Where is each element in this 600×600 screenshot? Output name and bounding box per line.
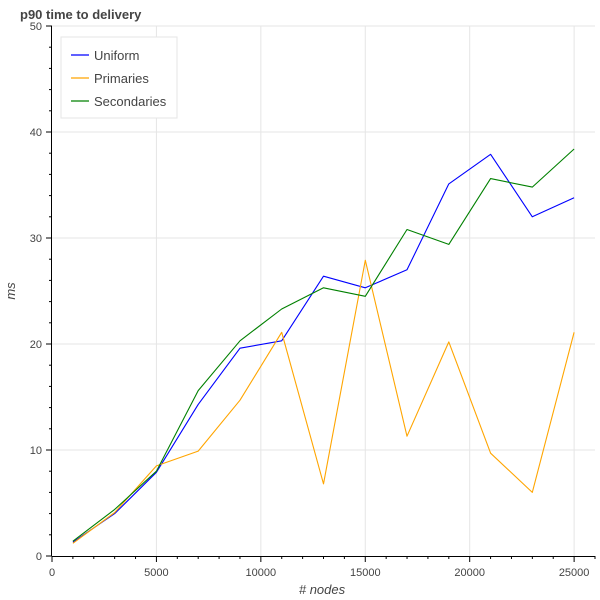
y-tick-label: 50 <box>30 21 42 33</box>
legend-label-secondaries: Secondaries <box>94 94 167 109</box>
axes: 0 5000 10000 15000 20000 25000 0 10 20 30 40 50 <box>30 21 596 579</box>
x-tick-label: 5000 <box>144 567 168 579</box>
y-tick-label: 20 <box>30 339 42 351</box>
x-tick-label: 15000 <box>350 567 381 579</box>
x-tick-label: 20000 <box>454 567 485 579</box>
y-axis-label: ms <box>3 282 18 300</box>
x-tick-label: 0 <box>49 567 55 579</box>
series-line-secondaries <box>72 148 575 542</box>
legend-label-primaries: Primaries <box>94 71 149 86</box>
series-line-primaries <box>72 259 575 544</box>
grid <box>52 25 595 556</box>
legend-label-uniform: Uniform <box>94 48 140 63</box>
chart-title: p90 time to delivery <box>20 7 142 22</box>
series-lines <box>72 148 575 544</box>
y-tick-label: 30 <box>30 233 42 245</box>
series-line-uniform <box>72 153 575 543</box>
x-tick-label: 25000 <box>559 567 590 579</box>
legend: Uniform Primaries Secondaries <box>60 36 178 119</box>
x-tick-label: 10000 <box>246 567 277 579</box>
y-tick-label: 40 <box>30 127 42 139</box>
y-tick-label: 0 <box>36 551 42 563</box>
y-tick-label: 10 <box>30 445 42 457</box>
x-axis-label: # nodes <box>299 582 346 597</box>
